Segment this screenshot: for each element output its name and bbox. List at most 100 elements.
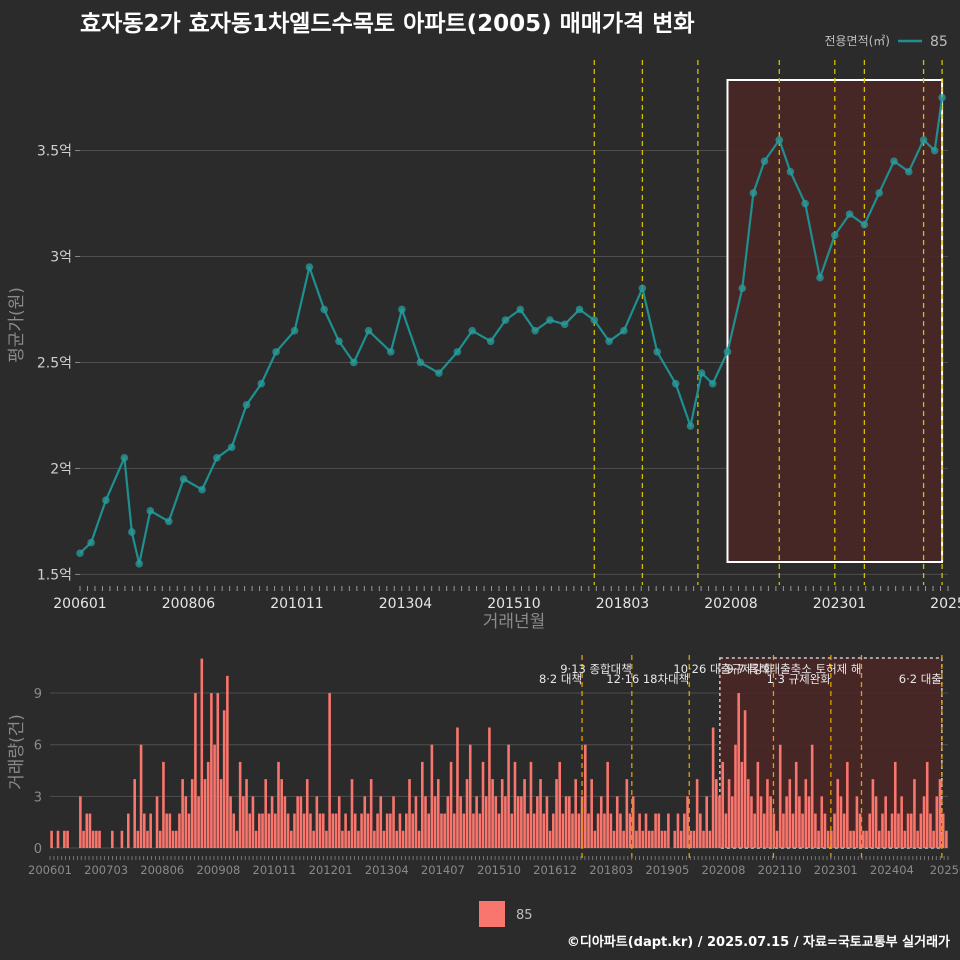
volume-bar xyxy=(366,813,370,848)
y-tick-label: 3 xyxy=(34,790,42,805)
volume-bar xyxy=(782,813,785,848)
volume-bar xyxy=(798,796,801,848)
volume-bar xyxy=(226,675,229,848)
volume-bar xyxy=(232,813,236,848)
volume-bar xyxy=(417,830,421,848)
data-point xyxy=(486,337,495,346)
series-line-85 xyxy=(79,97,944,565)
volume-bar xyxy=(804,779,808,848)
volume-bar xyxy=(162,761,165,848)
volume-bar xyxy=(66,830,69,848)
volume-bar xyxy=(481,761,485,848)
volume-bar xyxy=(289,830,293,848)
volume-bar xyxy=(299,796,303,848)
data-point xyxy=(890,157,898,165)
volume-bar xyxy=(472,813,475,848)
volume-bar xyxy=(842,813,846,848)
volume-bar xyxy=(347,830,351,848)
policy-annotation: 6·2 대출 xyxy=(899,672,942,686)
volume-bar xyxy=(699,813,702,848)
volume-bar xyxy=(929,813,932,848)
volume-bar xyxy=(286,813,290,848)
data-point xyxy=(272,348,280,356)
x-tick-label: 202008 xyxy=(704,596,757,612)
data-point xyxy=(349,358,358,367)
volume-bar xyxy=(56,830,60,848)
volume-bar xyxy=(510,813,514,848)
x-tick-label: 201612 xyxy=(533,863,577,877)
volume-bar xyxy=(801,813,804,848)
volume-bar xyxy=(849,830,852,848)
data-point xyxy=(930,146,939,155)
volume-bar xyxy=(945,830,948,848)
volume-bar xyxy=(596,813,600,848)
volume-bar xyxy=(363,796,367,848)
volume-bar xyxy=(651,830,654,848)
volume-bar xyxy=(251,796,255,848)
data-point xyxy=(335,337,343,346)
volume-bar xyxy=(692,830,696,848)
volume-bar xyxy=(277,761,280,848)
x-tick-label: 201510 xyxy=(477,863,521,877)
volume-bar xyxy=(737,693,740,848)
data-point xyxy=(416,358,425,367)
volume-bar xyxy=(491,779,494,848)
y-axis-title: 평균가(원) xyxy=(7,287,27,363)
y-tick-label: 0 xyxy=(34,842,42,857)
volume-bar xyxy=(331,813,335,848)
volume-bar xyxy=(900,796,903,848)
y-tick-label: 2.5억 xyxy=(37,355,72,371)
volume-bar xyxy=(267,813,271,848)
volume-bar xyxy=(702,830,705,848)
volume-bar xyxy=(839,796,843,848)
volume-bar xyxy=(625,779,629,848)
y-tick-label: 2억 xyxy=(50,461,72,477)
y-tick-label: 9 xyxy=(34,687,42,702)
volume-bar xyxy=(187,813,191,848)
volume-bar xyxy=(178,813,181,848)
volume-bar xyxy=(216,693,220,848)
volume-bar xyxy=(158,830,162,848)
volume-bar xyxy=(814,813,817,848)
volume-bar xyxy=(309,813,312,848)
volume-bar xyxy=(730,796,734,848)
data-point xyxy=(386,348,395,356)
volume-bar xyxy=(392,796,395,848)
data-point xyxy=(87,538,95,547)
volume-bar xyxy=(242,796,245,848)
volume-bar xyxy=(357,830,360,848)
volume-bar xyxy=(459,796,462,848)
volume-bar xyxy=(574,779,577,848)
volume-bar xyxy=(523,779,526,848)
volume-bar xyxy=(555,779,558,848)
volume-bar xyxy=(660,830,664,848)
volume-bar xyxy=(919,813,923,848)
policy-annotation: 9·7 특례대출축소 토허제 해 xyxy=(726,662,861,676)
volume-bar xyxy=(833,813,836,848)
volume-bar xyxy=(868,813,872,848)
volume-bar xyxy=(376,813,379,848)
volume-bar xyxy=(315,796,319,848)
volume-bar xyxy=(443,813,446,848)
volume-bar xyxy=(884,796,887,848)
volume-bar xyxy=(619,813,622,848)
y-tick-label: 3억 xyxy=(50,250,72,266)
volume-bar xyxy=(657,813,661,848)
volume-bar xyxy=(95,830,98,848)
volume-bar xyxy=(165,813,168,848)
volume-bar xyxy=(635,830,638,848)
volume-bar xyxy=(532,813,536,848)
volume-bar xyxy=(890,813,894,848)
volume-bar xyxy=(424,796,427,848)
volume-bar xyxy=(149,813,152,848)
volume-bar xyxy=(817,830,820,848)
x-tick-label: 202404 xyxy=(870,863,914,877)
volume-bar xyxy=(785,796,788,848)
volume-bar xyxy=(686,796,689,848)
volume-bar xyxy=(264,779,268,848)
data-point xyxy=(575,305,584,314)
volume-bar xyxy=(903,830,907,848)
volume-bar xyxy=(136,830,140,848)
volume-bar xyxy=(558,761,562,848)
volume-bar xyxy=(379,796,383,848)
